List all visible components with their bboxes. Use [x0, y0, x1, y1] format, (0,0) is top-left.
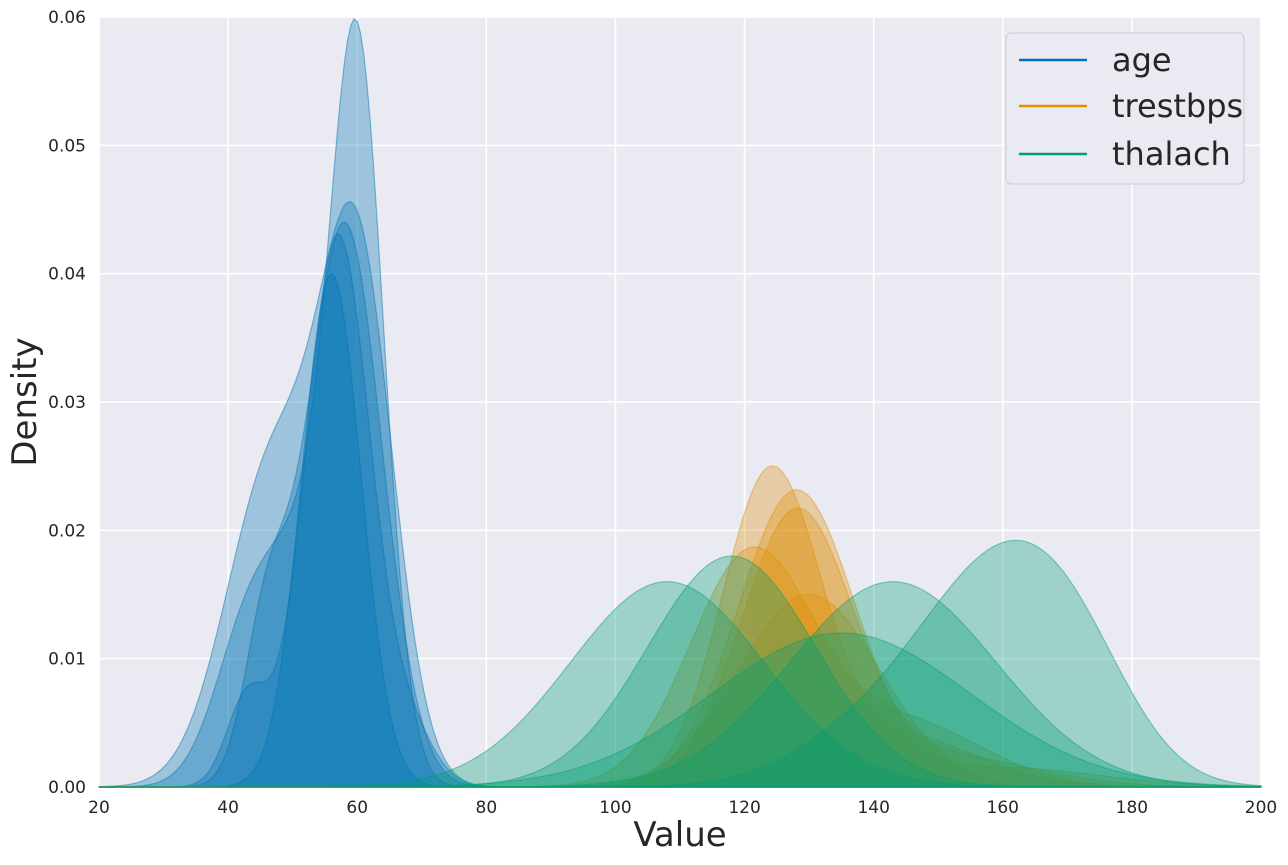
x-tick-label: 200 — [1245, 798, 1277, 818]
density-area-trestbps — [99, 546, 1261, 788]
y-tick-label: 0.01 — [48, 650, 86, 670]
x-tick-label: 120 — [728, 798, 760, 818]
x-tick-label: 60 — [346, 798, 368, 818]
density-area-thalach — [99, 581, 1261, 788]
density-area-thalach — [99, 632, 1262, 788]
density-area-thalach — [99, 581, 1262, 788]
density-area-age — [98, 17, 1261, 788]
x-tick-label: 80 — [476, 798, 498, 818]
y-tick-label: 0.05 — [48, 136, 86, 156]
x-axis-title: Value — [633, 815, 726, 855]
density-area-trestbps — [99, 593, 1261, 788]
density-area-trestbps — [99, 465, 1261, 788]
density-area-age — [98, 201, 1261, 788]
density-area-thalach — [99, 555, 1261, 788]
x-tick-label: 20 — [88, 798, 110, 818]
legend-label-thalach: thalach — [1112, 135, 1231, 173]
density-areas — [98, 17, 1262, 788]
y-tick-label: 0.02 — [48, 521, 86, 541]
y-tick-label: 0.00 — [48, 778, 86, 798]
legend-frame — [1005, 32, 1245, 185]
legend-label-trestbps: trestbps — [1112, 87, 1243, 125]
x-tick-label: 140 — [857, 798, 889, 818]
x-tick-label: 100 — [599, 798, 631, 818]
y-tick-label: 0.06 — [48, 8, 86, 28]
density-area-age — [99, 233, 1261, 788]
density-area-trestbps — [99, 507, 1262, 788]
x-tick-label: 40 — [217, 798, 239, 818]
y-tick-label: 0.04 — [48, 265, 86, 285]
density-area-age — [99, 221, 1261, 788]
density-area-age — [99, 272, 1261, 788]
y-axis-title: Density — [5, 337, 45, 466]
legend-label-age: age — [1112, 41, 1172, 79]
density-area-trestbps — [99, 489, 1262, 788]
y-tick-label: 0.03 — [48, 393, 86, 413]
legend: age trestbps thalach — [1005, 32, 1245, 185]
y-tick-labels: 0.00 0.01 0.02 0.03 0.04 0.05 0.06 — [48, 8, 86, 798]
x-tick-label: 180 — [1116, 798, 1148, 818]
density-area-thalach — [99, 539, 1262, 788]
x-tick-labels: 20 40 60 80 100 120 140 160 180 200 — [88, 798, 1277, 818]
x-tick-label: 160 — [987, 798, 1019, 818]
